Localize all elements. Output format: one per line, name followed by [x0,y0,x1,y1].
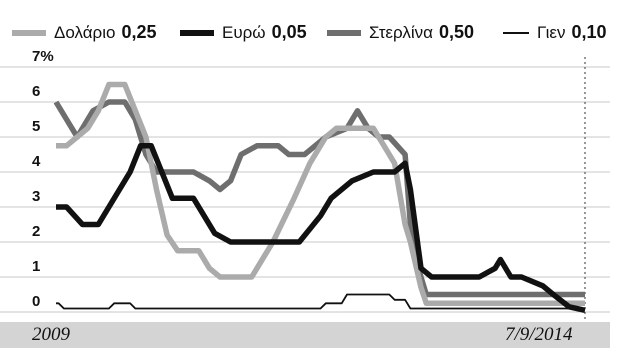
legend-value-dollar: 0,25 [121,22,157,42]
y-tick-label: 0 [32,293,40,310]
legend-value-euro: 0,05 [271,22,307,42]
y-tick-label: 6 [32,83,40,100]
legend-value-sterling: 0,50 [438,22,474,42]
x-axis-end-label: 7/9/2014 [505,324,573,345]
legend-label-dollar: Δολάριο [54,22,116,42]
legend-swatch-dollar [12,29,46,36]
y-tick-label: 3 [32,188,40,205]
legend-swatch-sterling [327,29,361,36]
legend-item-dollar: Δολάριο 0,25 [12,22,157,43]
legend-item-euro: Ευρώ 0,05 [180,22,307,43]
legend-item-sterling: Στερλίνα 0,50 [327,22,474,43]
legend-swatch-euro [180,29,214,36]
legend-swatch-yen [503,31,529,34]
series-line [56,81,585,307]
legend-label-yen: Γιεν [537,22,566,42]
y-tick-label: 2 [32,223,40,240]
y-tick-label: 7% [32,48,54,65]
y-tick-label: 4 [32,153,41,170]
legend-value-yen: 0,10 [571,22,607,42]
y-tick-label: 5 [32,118,40,135]
legend-item-yen: Γιεν 0,10 [503,22,607,43]
series-line [56,293,585,310]
series-line [56,143,586,313]
legend-label-euro: Ευρώ [222,22,266,42]
legend-label-sterling: Στερλίνα [369,22,433,42]
y-tick-label: 1 [32,258,40,275]
chart-legend: Δολάριο 0,25 Ευρώ 0,05 Στερλίνα 0,50 Γιε… [0,0,627,60]
x-axis-start-label: 2009 [32,324,70,345]
x-axis-band [0,322,610,348]
